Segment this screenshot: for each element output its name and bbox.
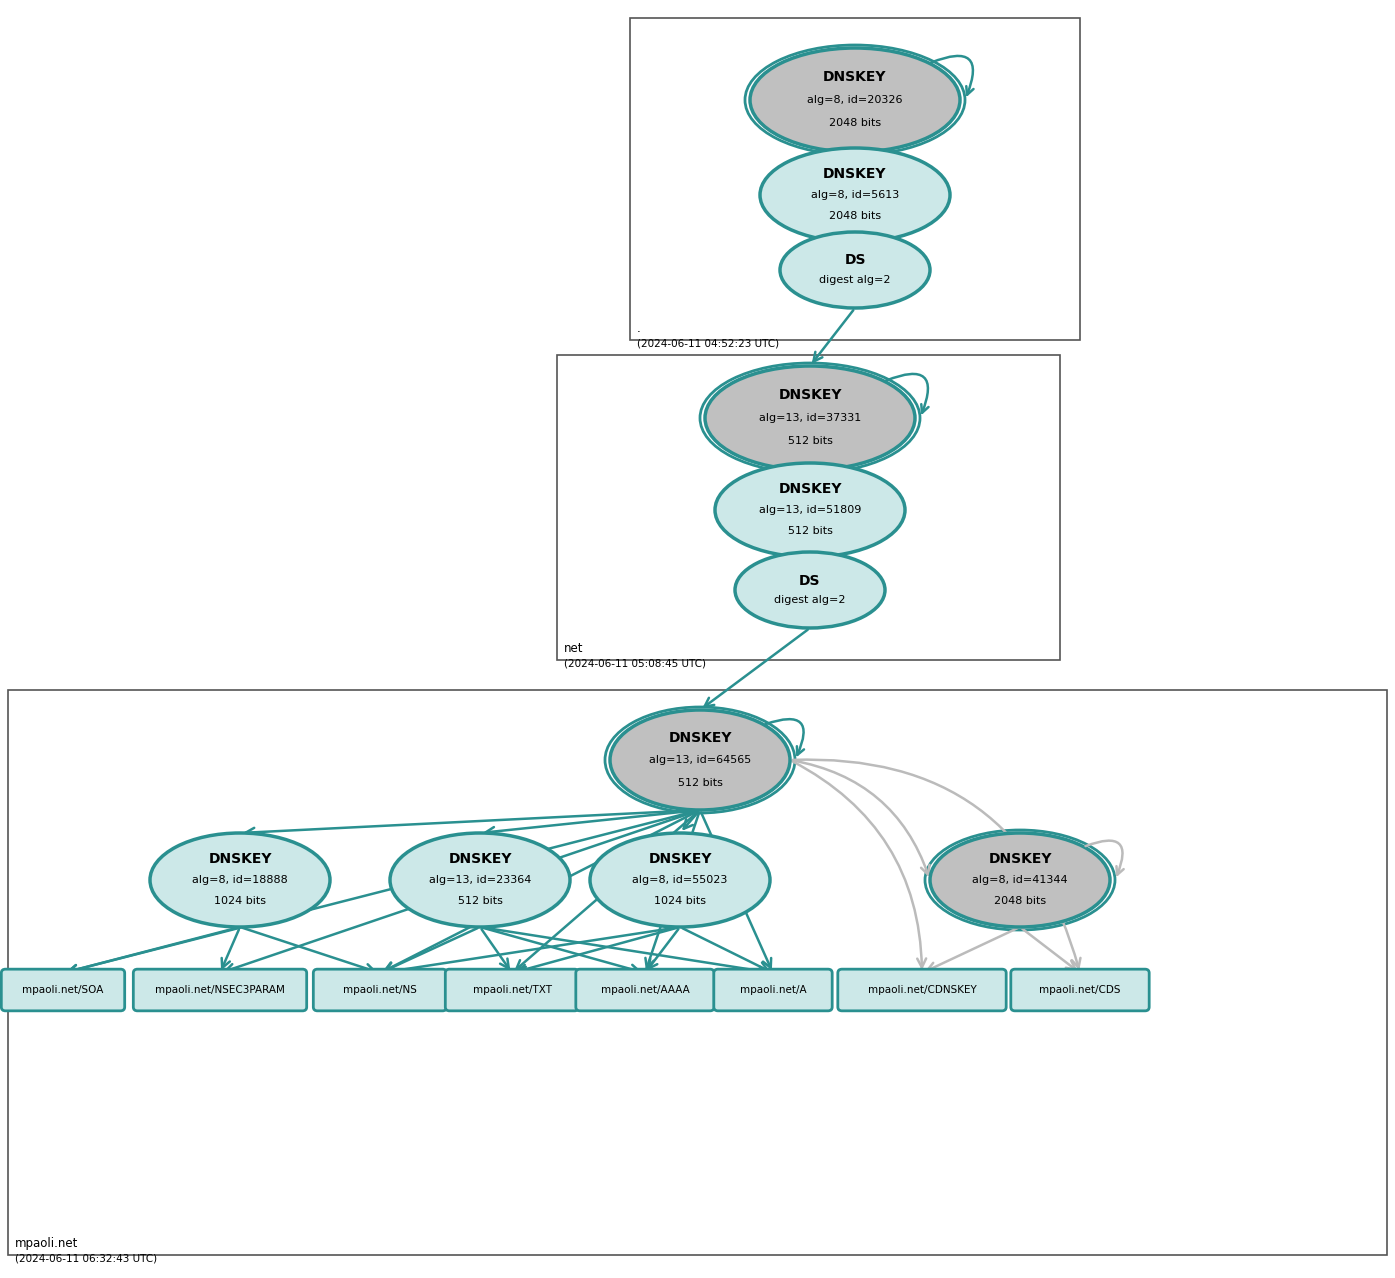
Text: DNSKEY: DNSKEY xyxy=(823,69,887,83)
Text: DNSKEY: DNSKEY xyxy=(988,852,1052,866)
Text: 512 bits: 512 bits xyxy=(788,527,833,537)
Text: alg=13, id=23364: alg=13, id=23364 xyxy=(428,875,531,884)
Ellipse shape xyxy=(780,233,930,308)
Text: alg=13, id=51809: alg=13, id=51809 xyxy=(759,505,861,515)
Ellipse shape xyxy=(716,463,905,557)
Text: mpaoli.net/AAAA: mpaoli.net/AAAA xyxy=(601,985,689,996)
Ellipse shape xyxy=(391,833,571,927)
Text: digest alg=2: digest alg=2 xyxy=(819,275,891,285)
Text: (2024-06-11 06:32:43 UTC): (2024-06-11 06:32:43 UTC) xyxy=(15,1254,158,1264)
Text: DNSKEY: DNSKEY xyxy=(208,852,272,866)
Text: mpaoli.net/NS: mpaoli.net/NS xyxy=(343,985,417,996)
FancyBboxPatch shape xyxy=(1,969,124,1011)
Text: alg=8, id=55023: alg=8, id=55023 xyxy=(632,875,728,884)
FancyBboxPatch shape xyxy=(838,969,1006,1011)
Text: DS: DS xyxy=(844,253,866,267)
FancyBboxPatch shape xyxy=(1011,969,1149,1011)
Text: DNSKEY: DNSKEY xyxy=(668,731,732,745)
Text: DNSKEY: DNSKEY xyxy=(649,852,711,866)
Text: DNSKEY: DNSKEY xyxy=(448,852,512,866)
Text: alg=8, id=20326: alg=8, id=20326 xyxy=(808,95,903,105)
Text: alg=8, id=18888: alg=8, id=18888 xyxy=(193,875,287,884)
Text: alg=8, id=41344: alg=8, id=41344 xyxy=(972,875,1067,884)
Ellipse shape xyxy=(751,49,960,152)
Ellipse shape xyxy=(760,148,950,242)
Ellipse shape xyxy=(735,552,884,627)
FancyBboxPatch shape xyxy=(576,969,714,1011)
Text: .: . xyxy=(638,322,640,335)
FancyBboxPatch shape xyxy=(134,969,307,1011)
FancyBboxPatch shape xyxy=(714,969,833,1011)
Text: mpaoli.net/TXT: mpaoli.net/TXT xyxy=(473,985,551,996)
Ellipse shape xyxy=(704,366,915,470)
Text: 2048 bits: 2048 bits xyxy=(829,119,882,128)
Ellipse shape xyxy=(151,833,331,927)
Text: 2048 bits: 2048 bits xyxy=(993,896,1046,906)
FancyBboxPatch shape xyxy=(314,969,446,1011)
FancyBboxPatch shape xyxy=(445,969,579,1011)
Text: alg=13, id=64565: alg=13, id=64565 xyxy=(649,755,751,766)
FancyBboxPatch shape xyxy=(8,690,1387,1255)
Ellipse shape xyxy=(590,833,770,927)
FancyBboxPatch shape xyxy=(631,18,1080,340)
Text: net: net xyxy=(564,642,583,654)
Text: DNSKEY: DNSKEY xyxy=(778,387,841,401)
Text: DNSKEY: DNSKEY xyxy=(823,167,887,181)
Text: mpaoli.net/A: mpaoli.net/A xyxy=(739,985,806,996)
FancyBboxPatch shape xyxy=(557,355,1060,659)
Ellipse shape xyxy=(930,833,1110,927)
Text: alg=13, id=37331: alg=13, id=37331 xyxy=(759,413,861,423)
Text: DNSKEY: DNSKEY xyxy=(778,482,841,496)
Ellipse shape xyxy=(610,711,790,810)
Text: (2024-06-11 04:52:23 UTC): (2024-06-11 04:52:23 UTC) xyxy=(638,339,778,349)
Text: mpaoli.net/CDS: mpaoli.net/CDS xyxy=(1039,985,1120,996)
Text: mpaoli.net/NSEC3PARAM: mpaoli.net/NSEC3PARAM xyxy=(155,985,285,996)
Text: alg=8, id=5613: alg=8, id=5613 xyxy=(810,190,900,199)
Text: digest alg=2: digest alg=2 xyxy=(774,594,845,604)
Text: 512 bits: 512 bits xyxy=(458,896,502,906)
Text: DS: DS xyxy=(799,574,820,588)
Text: 512 bits: 512 bits xyxy=(678,777,723,787)
Text: 1024 bits: 1024 bits xyxy=(213,896,266,906)
Text: mpaoli.net/CDNSKEY: mpaoli.net/CDNSKEY xyxy=(868,985,976,996)
Text: 1024 bits: 1024 bits xyxy=(654,896,706,906)
Text: 2048 bits: 2048 bits xyxy=(829,211,882,221)
Text: 512 bits: 512 bits xyxy=(788,436,833,446)
Text: (2024-06-11 05:08:45 UTC): (2024-06-11 05:08:45 UTC) xyxy=(564,658,706,668)
Text: mpaoli.net: mpaoli.net xyxy=(15,1237,78,1250)
Text: mpaoli.net/SOA: mpaoli.net/SOA xyxy=(22,985,103,996)
